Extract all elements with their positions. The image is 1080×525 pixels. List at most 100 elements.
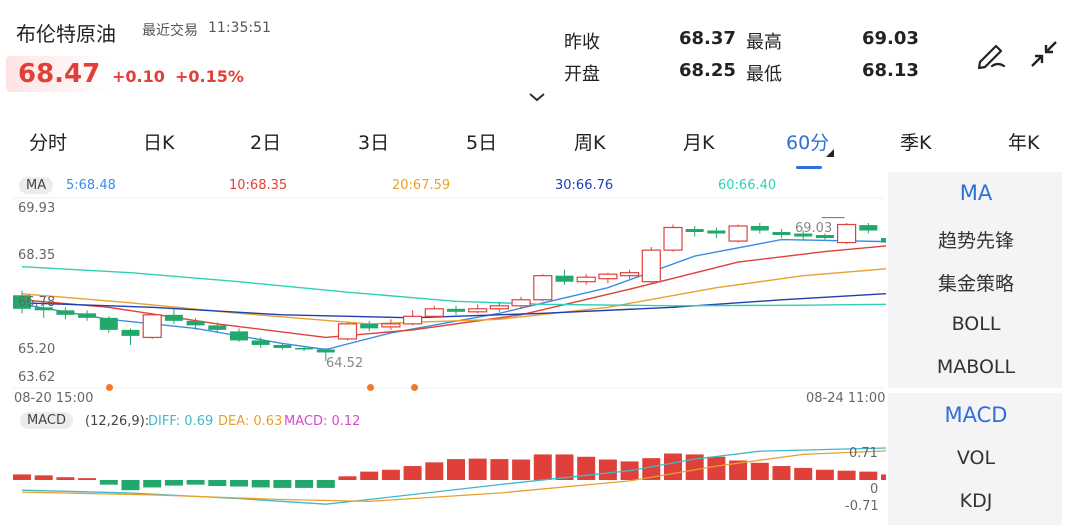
ma60-line <box>21 266 886 307</box>
macd-bar-positive <box>707 456 726 480</box>
candle-down <box>447 308 465 312</box>
tab-year-k[interactable]: 年K <box>1008 132 1040 154</box>
macd-bar-positive <box>403 466 422 480</box>
tab-60-min[interactable]: 60分 <box>786 132 830 154</box>
indicator-ma[interactable]: MA <box>959 181 993 205</box>
price-axis-label: 68.35 <box>18 248 56 263</box>
macd-bar-positive <box>447 459 465 480</box>
ma10-line <box>21 245 886 339</box>
candle-down <box>273 344 292 348</box>
indicator-macd[interactable]: MACD <box>944 403 1008 427</box>
stat-value-high: 69.03 <box>862 28 919 49</box>
candle-up <box>511 299 531 307</box>
macd-params: (12,26,9): <box>85 414 150 429</box>
macd-bar-positive <box>13 474 31 480</box>
macd-bar-positive <box>338 476 357 480</box>
indicator-trend-pioneer[interactable]: 趋势先锋 <box>937 230 1014 252</box>
ma10-value: 10:68.35 <box>229 178 288 193</box>
tab-month-k[interactable]: 月K <box>683 132 715 154</box>
ma30-line <box>21 293 886 319</box>
macd-value: MACD: 0.12 <box>284 414 361 429</box>
price-axis-label: 66.78 <box>18 295 56 310</box>
candle-down <box>360 323 379 329</box>
stat-value-low: 68.13 <box>862 60 919 81</box>
ma20-value: 20:67.59 <box>392 178 451 193</box>
date-start-label: 08-20 15:00 <box>14 391 94 406</box>
trade-time: 11:35:51 <box>208 20 271 36</box>
candle-down <box>815 235 834 239</box>
pen-draw-icon[interactable] <box>974 36 1010 72</box>
price-change: +0.10 <box>112 67 165 86</box>
candle-down <box>859 225 878 231</box>
macd-bar-negative <box>230 480 248 487</box>
macd-axis-label: 0.71 <box>849 446 878 461</box>
candle-down <box>99 317 118 330</box>
indicator-gold-strategy[interactable]: 集金策略 <box>937 273 1014 295</box>
trade-label: 最近交易 <box>142 23 198 39</box>
candle-down <box>78 313 97 318</box>
ma20-line <box>21 268 886 325</box>
candle-down <box>750 226 769 231</box>
macd-bar-positive <box>360 471 379 480</box>
macd-bar-negative <box>316 480 335 488</box>
candle-down <box>13 295 31 309</box>
macd-bar-positive <box>837 470 856 480</box>
candle-down <box>295 347 314 350</box>
macd-indicator-tag[interactable]: MACD <box>20 412 73 429</box>
macd-bar-negative <box>251 480 270 488</box>
macd-dea-line <box>21 450 886 503</box>
macd-bar-positive <box>598 459 617 480</box>
macd-bar-negative <box>121 480 140 491</box>
stat-label-high: 最高 <box>746 32 782 53</box>
candle-up <box>381 323 401 328</box>
candle-up <box>337 323 358 340</box>
candle-down <box>164 314 183 321</box>
indicator-maboll[interactable]: MABOLL <box>936 356 1016 378</box>
tab-quarter-k[interactable]: 季K <box>900 132 932 154</box>
macd-bar-positive <box>881 474 886 480</box>
candle-up <box>403 315 423 325</box>
main-indicator-panel <box>888 172 1062 388</box>
candle-up <box>663 226 683 251</box>
macd-bar-positive <box>577 456 596 480</box>
indicator-vol[interactable]: VOL <box>956 447 996 469</box>
stat-label-low: 最低 <box>746 64 782 85</box>
tab-2-day[interactable]: 2日 <box>250 132 282 154</box>
candle-down <box>251 340 270 345</box>
tab-day-k[interactable]: 日K <box>143 132 175 154</box>
stat-value-prev-close: 68.37 <box>679 28 736 49</box>
ma-indicator-tag[interactable]: MA <box>19 177 54 194</box>
kline-chart[interactable] <box>0 0 886 525</box>
candle-up <box>728 225 748 242</box>
indicator-kdj[interactable]: KDJ <box>959 490 993 512</box>
candle-up <box>619 272 640 277</box>
candle-down <box>56 310 75 315</box>
macd-bar-positive <box>664 453 682 480</box>
active-tab-indicator <box>796 166 822 169</box>
macd-bar-positive <box>34 475 53 480</box>
macd-bar-positive <box>772 466 791 480</box>
candle-up <box>533 275 553 301</box>
price-axis-label: 65.20 <box>18 342 56 357</box>
event-marker[interactable] <box>106 384 113 391</box>
candle-up <box>142 314 162 339</box>
candle-down <box>772 232 791 236</box>
indicator-boll[interactable]: BOLL <box>951 313 1001 335</box>
candle-down <box>230 331 248 341</box>
tab-5-day[interactable]: 5日 <box>466 132 498 154</box>
macd-diff-value: DIFF: 0.69 <box>148 414 214 429</box>
tab-timeshare[interactable]: 分时 <box>29 132 68 154</box>
macd-bar-positive <box>381 469 400 480</box>
event-marker[interactable] <box>367 384 374 391</box>
tab-week-k[interactable]: 周K <box>574 132 606 154</box>
macd-bar-negative <box>273 480 292 488</box>
collapse-arrows-icon[interactable] <box>1028 38 1060 70</box>
candle-up <box>424 308 444 317</box>
chevron-down-icon[interactable] <box>528 92 546 102</box>
candle-down <box>881 238 886 243</box>
candle-down <box>555 275 574 282</box>
candle-down <box>316 349 335 353</box>
event-marker[interactable] <box>411 384 418 391</box>
candle-up <box>598 273 618 280</box>
tab-3-day[interactable]: 3日 <box>358 132 390 154</box>
